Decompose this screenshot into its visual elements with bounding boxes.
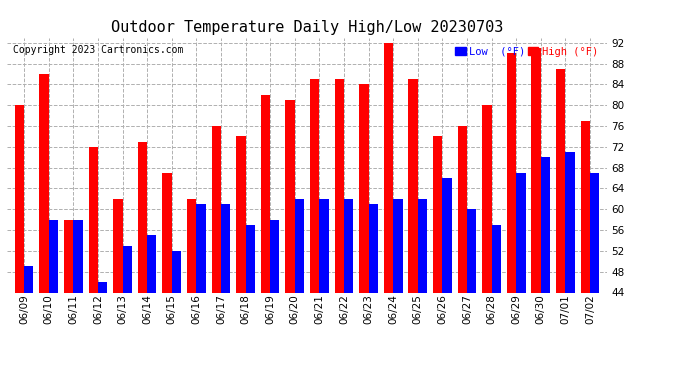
Bar (565, 152, 575, 375)
Bar (393, 199, 402, 375)
Bar (113, 199, 123, 375)
Bar (88, 147, 98, 375)
Bar (310, 79, 319, 375)
Bar (14, 105, 24, 375)
Bar (507, 53, 516, 375)
Bar (147, 235, 157, 375)
Bar (319, 199, 328, 375)
Bar (212, 126, 221, 375)
Bar (368, 204, 378, 375)
Bar (39, 74, 49, 375)
Bar (516, 173, 526, 375)
Bar (457, 126, 467, 375)
Bar (261, 95, 270, 375)
Bar (49, 220, 58, 375)
Bar (24, 267, 34, 375)
Bar (236, 136, 246, 375)
Bar (295, 199, 304, 375)
Bar (433, 136, 442, 375)
Bar (187, 199, 197, 375)
Bar (335, 79, 344, 375)
Bar (172, 251, 181, 375)
Bar (344, 199, 353, 375)
Bar (580, 121, 590, 375)
Title: Outdoor Temperature Daily High/Low 20230703: Outdoor Temperature Daily High/Low 20230… (111, 20, 503, 35)
Bar (138, 142, 147, 375)
Bar (197, 204, 206, 375)
Bar (531, 48, 541, 375)
Bar (270, 220, 279, 375)
Bar (417, 199, 427, 375)
Bar (64, 220, 73, 375)
Bar (384, 43, 393, 375)
Bar (73, 220, 83, 375)
Legend: Low  (°F), High (°F): Low (°F), High (°F) (451, 43, 602, 61)
Bar (408, 79, 417, 375)
Bar (556, 69, 565, 375)
Bar (98, 282, 107, 375)
Bar (359, 84, 368, 375)
Bar (162, 173, 172, 375)
Bar (491, 225, 501, 375)
Bar (482, 105, 491, 375)
Bar (467, 209, 476, 375)
Bar (286, 100, 295, 375)
Bar (590, 173, 600, 375)
Bar (221, 204, 230, 375)
Text: Copyright 2023 Cartronics.com: Copyright 2023 Cartronics.com (13, 45, 184, 55)
Bar (541, 157, 550, 375)
Bar (442, 178, 452, 375)
Bar (246, 225, 255, 375)
Bar (123, 246, 132, 375)
